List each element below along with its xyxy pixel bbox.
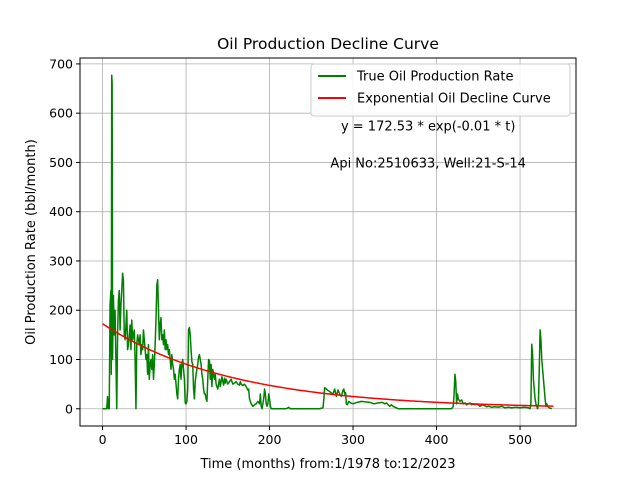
legend: True Oil Production Rate Exponential Oil… <box>310 63 571 117</box>
x-tick-label-0: 0 <box>99 432 107 447</box>
legend-label-decline-curve: Exponential Oil Decline Curve <box>357 92 551 107</box>
x-tick-label-4: 400 <box>425 432 449 447</box>
plot-frame <box>79 57 577 427</box>
y-axis-label: Oil Production Rate (bbl/month) <box>24 139 39 345</box>
y-tick-label-6: 600 <box>49 106 73 121</box>
x-tick-label-2: 200 <box>258 432 282 447</box>
x-axis: 0 100 200 300 400 500 <box>99 426 532 447</box>
series-exponential-decline-curve <box>102 323 554 407</box>
y-tick-label-3: 300 <box>49 253 73 268</box>
x-axis-label: Time (months) from:1/1978 to:12/2023 <box>199 457 455 472</box>
y-tick-label-0: 0 <box>65 401 73 416</box>
x-tick-label-1: 100 <box>174 432 198 447</box>
y-axis: 0 100 200 300 400 500 600 700 <box>49 56 80 416</box>
y-tick-label-2: 200 <box>49 303 73 318</box>
legend-box <box>310 63 571 117</box>
legend-label-true-rate: True Oil Production Rate <box>356 70 513 85</box>
y-tick-label-4: 400 <box>49 204 73 219</box>
plot-series <box>102 74 554 410</box>
x-tick-label-3: 300 <box>341 432 365 447</box>
series-true-production-rate <box>102 74 553 410</box>
equation-annotation: y = 172.53 * exp(-0.01 * t) <box>341 119 515 134</box>
well-annotation: Api No:2510633, Well:21-S-14 <box>330 156 526 171</box>
chart-title: Oil Production Decline Curve <box>217 35 439 53</box>
y-tick-label-1: 100 <box>49 352 73 367</box>
x-tick-label-5: 500 <box>508 432 532 447</box>
y-tick-label-5: 500 <box>49 155 73 170</box>
y-tick-label-7: 700 <box>49 56 73 71</box>
